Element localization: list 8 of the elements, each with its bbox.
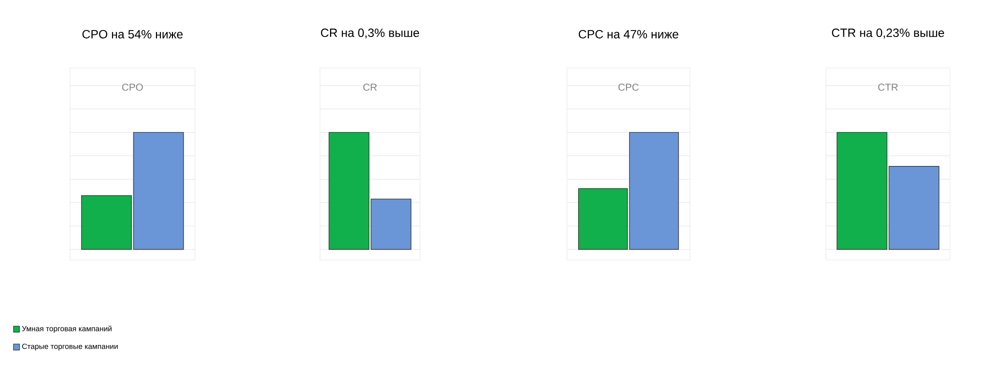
chart-title: CR на 0,3% выше xyxy=(320,28,420,38)
chart-subtitle: CPC xyxy=(618,84,639,91)
chart-subtitle: CTR xyxy=(878,84,898,91)
chart-subtitle: CPO xyxy=(122,84,143,91)
chart-title: CTR на 0,23% выше xyxy=(832,28,944,38)
chart-subtitle: CR xyxy=(363,84,377,91)
chart-title: CPO на 54% ниже xyxy=(82,30,183,38)
chart-title: CPC на 47% ниже xyxy=(578,30,678,38)
